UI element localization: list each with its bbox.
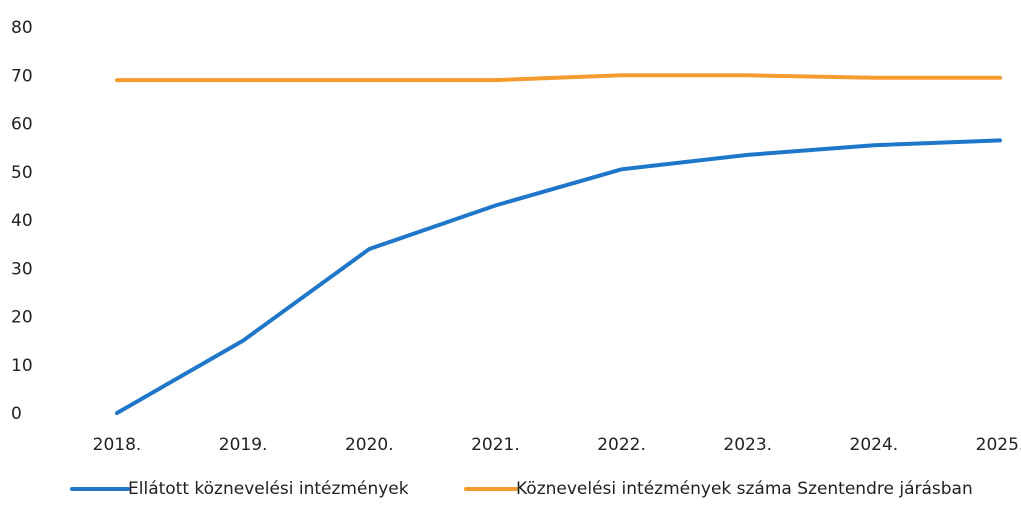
x-tick-label: 2019. (219, 435, 268, 455)
x-tick-label: 2022. (597, 435, 646, 455)
y-tick-label: 10 (11, 356, 33, 376)
y-tick-label: 30 (11, 259, 33, 279)
x-tick-label: 2024. (850, 435, 899, 455)
x-tick-label: 2020. (345, 435, 394, 455)
series-line-2 (115, 73, 1002, 83)
y-tick-label: 40 (11, 211, 33, 231)
y-axis: 0 10 20 30 40 50 60 70 80 (11, 18, 33, 424)
y-tick-label: 20 (11, 308, 33, 328)
y-tick-label: 80 (11, 18, 33, 38)
legend-label-1: Ellátott köznevelési intézmények (128, 479, 409, 499)
series-line-1 (115, 138, 1002, 415)
x-tick-label: 2018. (93, 435, 142, 455)
y-tick-label: 0 (11, 404, 22, 424)
x-tick-label: 2025. (976, 435, 1021, 455)
y-tick-label: 60 (11, 115, 33, 135)
y-tick-label: 70 (11, 66, 33, 86)
series-lines (115, 73, 1002, 415)
legend-label-2: Köznevelési intézmények száma Szentendre… (516, 479, 973, 499)
x-tick-label: 2021. (471, 435, 520, 455)
legend: Ellátott köznevelési intézmények Köznevel… (70, 479, 973, 499)
x-axis: 2018. 2019. 2020. 2021. 2022. 2023. 2024. 2025. (93, 435, 1021, 455)
y-tick-label: 50 (11, 163, 33, 183)
x-tick-label: 2023. (723, 435, 772, 455)
